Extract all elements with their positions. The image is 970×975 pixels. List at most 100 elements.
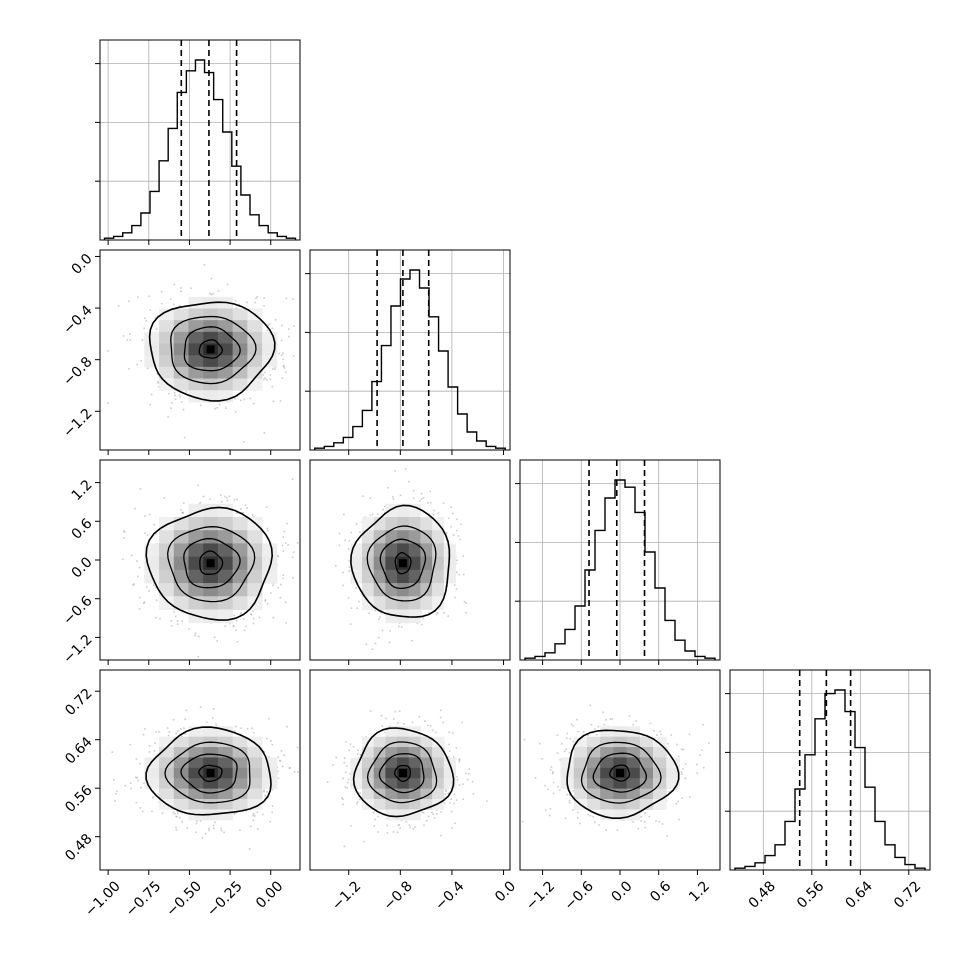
joint-1-0-density-cell (203, 379, 218, 391)
joint-3-1-sample-point (428, 815, 430, 817)
joint-3-0-sample-point (116, 790, 118, 792)
joint-2-1-density-cell (397, 530, 409, 544)
joint-3-0-sample-point (155, 731, 157, 733)
marginal-panel-1 (305, 250, 510, 450)
joint-2-1-sample-point (379, 616, 381, 618)
joint-3-0-sample-point (215, 723, 217, 725)
joint-3-1-sample-point (455, 747, 457, 749)
joint-1-0-sample-point (128, 368, 130, 370)
joint-2-0-sample-point (243, 618, 245, 620)
joint-3-0-sample-point (185, 733, 187, 735)
joint-3-0-sample-point (175, 733, 177, 735)
joint-2-1-sample-point (413, 490, 415, 492)
joint-1-0-sample-point (234, 398, 236, 400)
joint-2-0-sample-point (285, 542, 287, 544)
joint-2-1-sample-point (362, 495, 364, 497)
joint-3-0-sample-point (176, 829, 178, 831)
joint-2-1-sample-point (387, 487, 389, 489)
joint-2-1-sample-point (456, 530, 458, 532)
joint-2-0-sample-point (272, 585, 274, 587)
joint-1-0-sample-point (190, 287, 192, 289)
joint-3-1-sample-point (456, 776, 458, 778)
joint-2-1-sample-point (378, 637, 380, 639)
joint-3-1-sample-point (359, 792, 361, 794)
joint-1-0-density-cell (144, 332, 159, 344)
joint-3-0-sample-point (270, 740, 272, 742)
joint-2-0-sample-point (139, 608, 141, 610)
joint-2-0-density-cell (189, 557, 204, 571)
joint-2-1-sample-point (448, 518, 450, 520)
joint-2-0-sample-point (197, 656, 199, 658)
joint-3-1-sample-point (449, 750, 451, 752)
joint-1-0-sample-point (278, 353, 280, 355)
joint-2-0-sample-point (229, 495, 231, 497)
joint-3-0-density-cell (174, 778, 189, 789)
joint-1-0-sample-point (143, 327, 145, 329)
joint-3-1-sample-point (344, 846, 346, 848)
joint-2-0-sample-point (180, 509, 182, 511)
joint-2-0-density-cell (203, 583, 218, 597)
joint-2-1-density-cell (420, 583, 432, 597)
joint-3-0-sample-point (139, 763, 141, 765)
joint-2-0-sample-point (134, 508, 136, 510)
joint-3-1-sample-point (473, 793, 475, 795)
joint-1-0-sample-point (243, 399, 245, 401)
joint-3-1-sample-point (445, 790, 447, 792)
joint-2-0-sample-point (245, 626, 247, 628)
joint-1-0-sample-point (140, 360, 142, 362)
joint-3-0-sample-point (200, 706, 202, 708)
joint-3-1-sample-point (414, 826, 416, 828)
joint-1-0-sample-point (264, 372, 266, 374)
joint-2-0-sample-point (251, 614, 253, 616)
joint-3-0-sample-point (154, 750, 156, 752)
joint-2-1-density-peak (399, 559, 407, 567)
joint-1-0-sample-point (264, 432, 266, 434)
joint-3-1-sample-point (459, 784, 461, 786)
joint-panel-1-0 (100, 250, 300, 450)
joint-1-0-sample-point (173, 284, 175, 286)
joint-2-0-sample-point (200, 502, 202, 504)
joint-3-0-density-peak (207, 769, 215, 777)
joint-3-0-density-cell (218, 757, 233, 768)
joint-3-0-sample-point (169, 731, 171, 733)
joint-2-0-sample-point (197, 485, 199, 487)
joint-2-1-sample-point (356, 607, 358, 609)
joint-1-0-sample-point (288, 328, 290, 330)
joint-2-0-sample-point (243, 629, 245, 631)
joint-3-0-sample-point (149, 745, 151, 747)
joint-2-1-sample-point (339, 544, 341, 546)
joint-3-0-sample-point (200, 820, 202, 822)
joint-3-0-sample-point (253, 732, 255, 734)
joint-1-0-density-cell (189, 355, 204, 367)
marginal-3-background (730, 670, 930, 870)
joint-3-1-sample-point (442, 722, 444, 724)
joint-2-1-sample-point (372, 514, 374, 516)
joint-1-0-sample-point (286, 298, 288, 300)
joint-2-1-sample-point (343, 514, 345, 516)
joint-1-0-sample-point (293, 355, 295, 357)
joint-1-0-sample-point (253, 403, 255, 405)
joint-1-0-sample-point (269, 323, 271, 325)
joint-2-0-density-cell (203, 530, 218, 544)
joint-3-1-sample-point (451, 811, 453, 813)
joint-3-1-sample-point (344, 757, 346, 759)
joint-3-1-density-cell (374, 799, 386, 810)
joint-2-1-sample-point (411, 640, 413, 642)
joint-3-1-sample-point (450, 798, 452, 800)
joint-1-0-density-cell (233, 308, 248, 320)
joint-2-0-sample-point (266, 506, 268, 508)
joint-2-1-density-cell (444, 570, 456, 584)
joint-2-0-density-cell (203, 543, 218, 557)
joint-1-0-density-cell (203, 308, 218, 320)
joint-1-0-sample-point (282, 359, 284, 361)
joint-1-0-density-cell (203, 332, 218, 344)
joint-2-0-sample-point (282, 578, 284, 580)
joint-3-0-sample-point (279, 760, 281, 762)
joint-2-0-sample-point (240, 508, 242, 510)
joint-2-0-sample-point (148, 590, 150, 592)
joint-3-0-sample-point (250, 826, 252, 828)
joint-1-0-sample-point (212, 293, 214, 295)
joint-3-0-density-cell (144, 757, 159, 768)
joint-1-0-sample-point (123, 335, 125, 337)
joint-3-1-sample-point (440, 710, 442, 712)
